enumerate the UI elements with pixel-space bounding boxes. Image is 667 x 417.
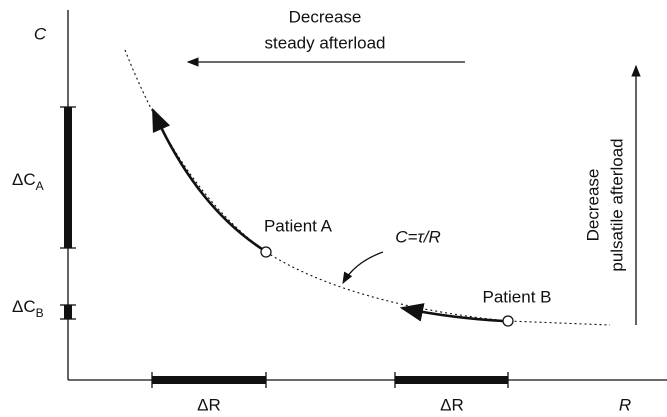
delta-r-label: ΔR [197, 395, 221, 414]
patient-label: Patient B [483, 287, 552, 306]
curve-label: C=τ/R [395, 227, 441, 246]
arrow [342, 251, 384, 285]
delta-r-label: ΔR [440, 395, 464, 414]
patient-a-point [260, 246, 272, 258]
annotation: steady afterload [265, 33, 386, 52]
x-axis-label: R [619, 395, 631, 414]
delta-c-a-label: ΔCA [12, 170, 44, 193]
label-main: ΔC [12, 170, 36, 189]
patient-b-point [502, 315, 514, 327]
patient-label: Patient A [264, 216, 333, 235]
delta-c-b-label: ΔCB [12, 297, 44, 320]
annotation: Decrease [289, 7, 362, 26]
label-sub: B [36, 306, 44, 320]
trajectory-b [399, 303, 504, 323]
annotation: Decrease [583, 169, 602, 242]
label-sub: A [36, 179, 44, 193]
annotation: pulsatile afterload [607, 138, 626, 271]
label-main: ΔC [12, 297, 36, 316]
trajectory-a [151, 107, 263, 251]
y-axis-label: C [34, 24, 47, 43]
